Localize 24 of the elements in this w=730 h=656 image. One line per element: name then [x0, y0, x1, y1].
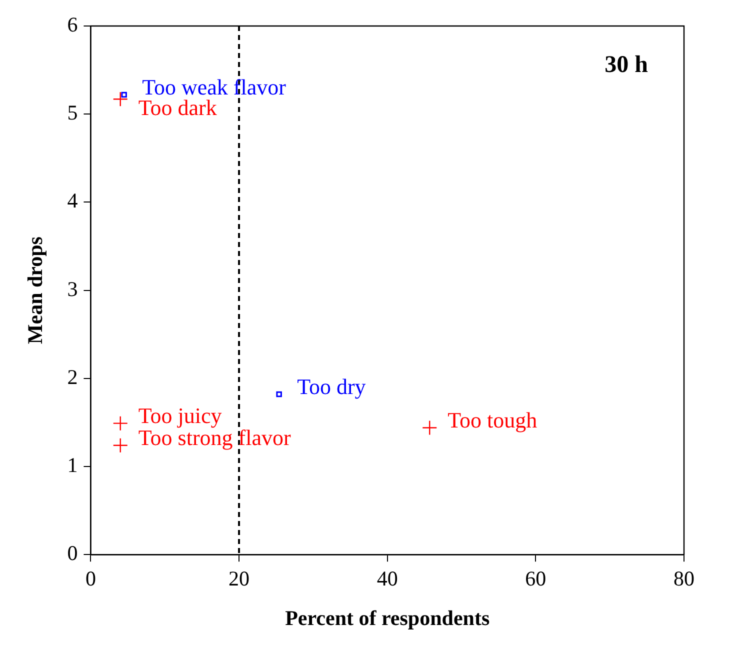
y-tick-label: 1 [67, 453, 78, 478]
x-tick-label: 60 [525, 566, 546, 591]
x-tick-label: 40 [376, 566, 398, 591]
y-tick-label: 6 [67, 12, 78, 37]
annotation: 30 h [604, 52, 648, 78]
point [276, 391, 282, 398]
point [121, 92, 127, 98]
y-tick-label: 0 [67, 541, 78, 566]
point [422, 420, 438, 436]
y-tick-label: 2 [67, 364, 78, 389]
annotation: Too dry [297, 374, 366, 400]
x-tick-label: 20 [228, 566, 250, 591]
point [112, 92, 128, 107]
point [112, 438, 128, 453]
x-tick-label: 0 [85, 566, 96, 591]
x-axis-title: Percent of respondents [285, 606, 490, 630]
x-tick-label: 80 [674, 566, 694, 591]
annotation: Too tough [448, 408, 538, 433]
y-tick-label: 4 [67, 188, 78, 213]
point [112, 416, 128, 431]
y-axis-title: Mean drops [23, 236, 48, 344]
y-tick-label: 5 [67, 100, 78, 125]
y-tick-label: 3 [67, 276, 78, 301]
annotation: Too juicy [138, 403, 222, 428]
